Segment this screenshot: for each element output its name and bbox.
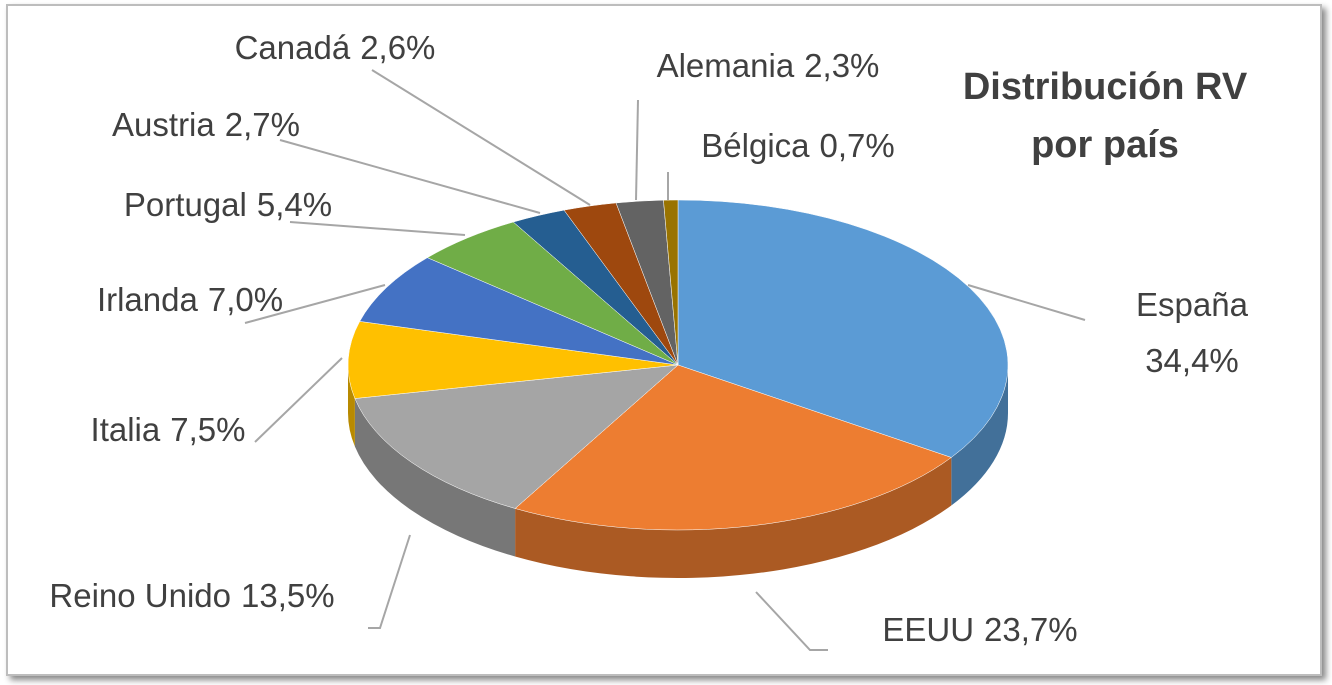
leader-line: [371, 69, 591, 206]
value-label: 0,7%: [820, 127, 895, 164]
value-label: 5,4%: [257, 186, 332, 223]
value-label: 2,6%: [360, 29, 435, 66]
value-label: 34,4%: [1145, 342, 1239, 379]
pie-side: [951, 365, 1008, 506]
value-label: 2,3%: [804, 47, 879, 84]
category-label: España: [1136, 286, 1249, 323]
category-label: Irlanda: [97, 281, 199, 318]
data-label: Bélgica 0,7%: [701, 127, 894, 164]
leader-line: [368, 534, 411, 629]
pie-slice: [347, 321, 679, 399]
data-label: Italia 7,5%: [91, 411, 246, 448]
leader-line: [289, 221, 466, 236]
data-label: Alemania 2,3%: [657, 47, 880, 84]
leader-line: [244, 284, 386, 324]
category-label: Italia: [91, 411, 161, 448]
data-label: Canadá 2,6%: [235, 29, 436, 66]
leader-line: [254, 357, 343, 443]
category-label: Reino Unido: [49, 577, 231, 614]
data-label: Austria 2,7%: [112, 106, 300, 143]
value-label: 2,7%: [225, 106, 300, 143]
pie-slice: [354, 364, 679, 509]
value-label: 7,0%: [208, 281, 283, 318]
category-label: Austria: [112, 106, 215, 143]
chart-title: Distribución RV por país: [962, 66, 1248, 166]
category-label: Bélgica: [701, 127, 810, 164]
pie-side: [348, 365, 355, 447]
category-label: Alemania: [657, 47, 795, 84]
data-label: EEUU 23,7%: [882, 611, 1077, 648]
data-label: España 34,4%: [1136, 286, 1249, 379]
data-label: Reino Unido 13,5%: [49, 577, 334, 614]
pie-side: [515, 457, 952, 578]
leader-line: [279, 139, 541, 214]
value-label: 23,7%: [984, 611, 1078, 648]
category-label: EEUU: [882, 611, 974, 648]
value-label: 13,5%: [241, 577, 335, 614]
pie-slice: [514, 364, 952, 531]
category-label: Canadá: [235, 29, 351, 66]
data-label: Irlanda 7,0%: [97, 281, 283, 318]
value-label: 7,5%: [170, 411, 245, 448]
category-label: Portugal: [124, 186, 247, 223]
leader-line: [755, 591, 828, 651]
leader-line: [967, 284, 1086, 321]
data-label: Portugal 5,4%: [124, 186, 332, 223]
pie-slice: [663, 199, 679, 366]
pie-slice: [677, 199, 1009, 458]
pie-side: [354, 398, 516, 557]
pie-slice: [359, 257, 679, 366]
leader-line: [635, 99, 639, 201]
